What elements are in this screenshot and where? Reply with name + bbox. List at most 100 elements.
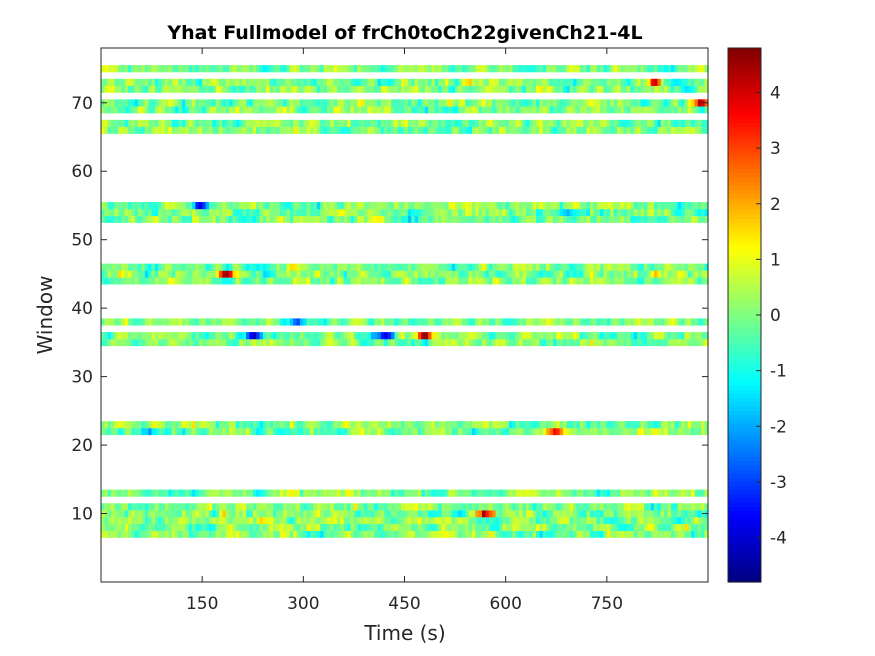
heatmap-cell (269, 318, 274, 326)
heatmap-cell (384, 530, 389, 538)
heatmap-cell (158, 85, 163, 93)
heatmap-cell (347, 65, 352, 73)
heatmap-cell (509, 503, 514, 511)
heatmap-cell (414, 427, 419, 436)
heatmap-cell (171, 489, 176, 497)
heatmap-cell (600, 85, 605, 93)
heatmap-cell (562, 523, 567, 531)
heatmap-cell (134, 530, 139, 538)
heatmap-cell (377, 119, 382, 128)
heatmap-cell (684, 208, 689, 217)
heatmap-cell (242, 202, 247, 210)
heatmap-cell (704, 338, 709, 347)
heatmap-cell (633, 332, 638, 340)
heatmap-cell (667, 277, 672, 285)
heatmap-cell (347, 523, 352, 531)
heatmap-cell (566, 215, 571, 223)
heatmap-cell (438, 119, 443, 128)
heatmap-cell (286, 338, 291, 347)
heatmap-cell (579, 332, 584, 340)
heatmap-cell (320, 215, 325, 223)
heatmap-cell (593, 489, 598, 497)
heatmap-cell (482, 318, 487, 326)
heatmap-cell (664, 427, 669, 436)
heatmap-cell (161, 119, 166, 128)
heatmap-cell (613, 530, 618, 538)
heatmap-cell (600, 263, 605, 271)
heatmap-cell (178, 338, 183, 347)
heatmap-cell (444, 119, 449, 128)
heatmap-cell (697, 510, 702, 518)
heatmap-cell (148, 99, 153, 107)
heatmap-cell (654, 523, 659, 531)
heatmap-cell (519, 523, 524, 531)
heatmap-cell (616, 126, 621, 134)
heatmap-cell (539, 119, 544, 128)
heatmap-cell (532, 85, 537, 93)
heatmap-cell (181, 427, 186, 436)
heatmap-cell (131, 270, 136, 278)
heatmap-cell (259, 503, 264, 511)
heatmap-cell (235, 270, 240, 278)
heatmap-cell (256, 318, 261, 326)
heatmap-cell (573, 523, 578, 531)
heatmap-cell (539, 106, 544, 114)
heatmap-cell (471, 516, 476, 525)
heatmap-cell (181, 530, 186, 538)
heatmap-cell (552, 65, 557, 73)
heatmap-cell (246, 530, 250, 538)
heatmap-cell (235, 510, 240, 518)
heatmap-cell (239, 208, 244, 217)
heatmap-cell (657, 489, 662, 497)
heatmap-cell (161, 263, 166, 271)
heatmap-cell (600, 510, 605, 518)
x-axis-label: Time (s) (363, 621, 445, 645)
heatmap-cell (249, 510, 254, 518)
heatmap-cell (559, 270, 564, 278)
heatmap-cell (158, 421, 163, 429)
heatmap-cell (340, 332, 345, 340)
heatmap-cell (640, 270, 645, 278)
heatmap-cell (616, 208, 621, 217)
heatmap-cell (370, 126, 375, 134)
heatmap-cell (650, 202, 655, 210)
heatmap-cell (610, 421, 615, 429)
heatmap-cell (674, 277, 679, 285)
heatmap-cell (256, 119, 261, 128)
heatmap-cell (664, 318, 669, 326)
heatmap-cell (367, 85, 372, 93)
heatmap-cell (475, 99, 480, 107)
heatmap-cell (620, 119, 625, 128)
heatmap-cell (303, 202, 308, 210)
heatmap-cell (350, 530, 355, 538)
heatmap-cell (320, 427, 325, 436)
heatmap-cell (519, 427, 524, 436)
heatmap-cell (643, 99, 648, 107)
heatmap-cell (401, 270, 406, 278)
heatmap-cell (158, 277, 163, 285)
heatmap-cell (701, 530, 706, 538)
heatmap-cell (266, 421, 271, 429)
heatmap-cell (451, 208, 456, 217)
heatmap-cell (691, 503, 696, 511)
heatmap-cell (293, 99, 298, 107)
heatmap-cell (360, 277, 365, 285)
heatmap-cell (444, 338, 449, 347)
heatmap-cell (431, 119, 436, 128)
heatmap-cell (701, 421, 706, 429)
heatmap-cell (283, 202, 288, 210)
heatmap-cell (107, 263, 112, 271)
heatmap-cell (357, 523, 362, 531)
heatmap-cell (404, 119, 409, 128)
heatmap-cell (330, 85, 335, 93)
heatmap-cell (114, 338, 119, 347)
heatmap-cell (188, 119, 193, 128)
heatmap-cell (212, 202, 217, 210)
heatmap-cell (519, 215, 524, 223)
heatmap-cell (195, 489, 200, 497)
heatmap-cell (266, 126, 271, 134)
heatmap-cell (509, 516, 514, 525)
heatmap-cell (616, 427, 621, 436)
heatmap-cell (370, 510, 375, 518)
heatmap-cell (391, 270, 395, 278)
